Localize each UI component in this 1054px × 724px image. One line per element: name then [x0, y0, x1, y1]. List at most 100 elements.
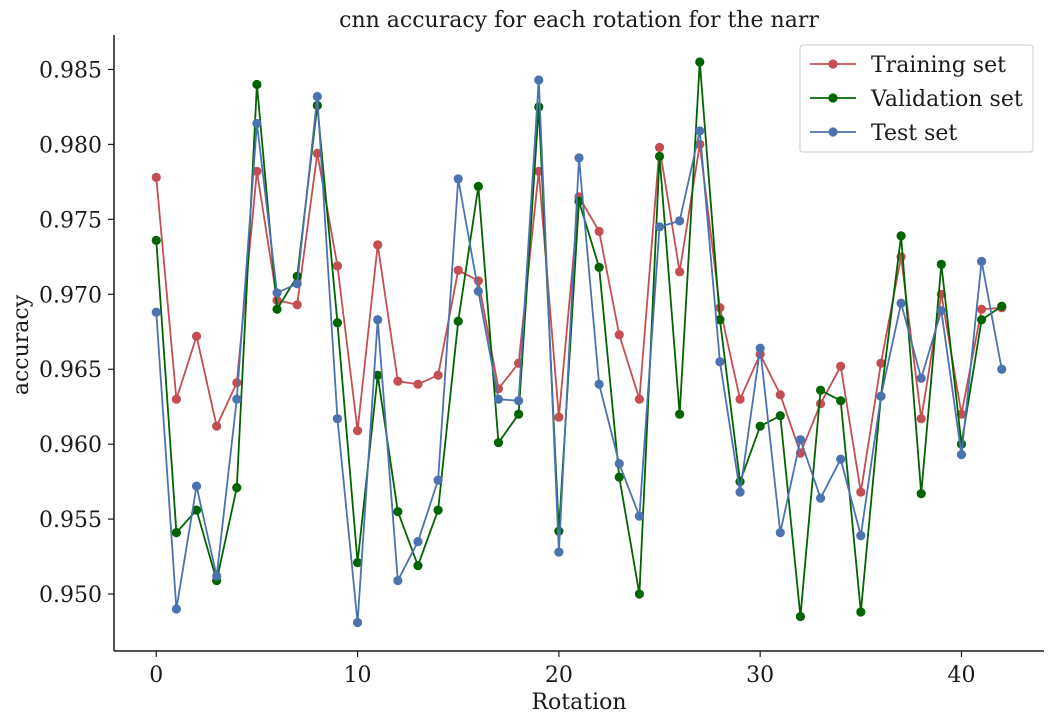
data-point-training-set: [413, 379, 423, 389]
data-point-test-set: [534, 75, 544, 85]
data-point-training-set: [312, 148, 322, 158]
data-point-test-set: [997, 364, 1007, 374]
data-point-test-set: [453, 174, 463, 184]
data-point-validation-set: [393, 507, 403, 517]
data-point-test-set: [594, 379, 604, 389]
data-point-validation-set: [493, 438, 504, 448]
data-point-training-set: [332, 261, 343, 271]
data-point-test-set: [413, 536, 423, 547]
data-point-training-set: [453, 265, 463, 275]
x-tick-label: 10: [344, 663, 372, 688]
legend-label: Validation set: [870, 87, 1023, 112]
y-tick-label: 0.965: [39, 358, 102, 383]
data-point-test-set: [433, 475, 443, 485]
data-point-training-set: [151, 172, 161, 182]
data-point-validation-set: [514, 409, 524, 419]
data-point-validation-set: [735, 477, 745, 487]
y-tick-label: 0.970: [39, 283, 102, 308]
data-point-test-set: [695, 126, 705, 136]
data-point-training-set: [715, 303, 725, 313]
series-layer: [151, 57, 1007, 628]
data-point-training-set: [836, 361, 846, 371]
y-tick-label: 0.985: [39, 58, 102, 83]
data-point-test-set: [675, 216, 685, 226]
data-point-validation-set: [453, 316, 463, 326]
data-point-test-set: [815, 493, 826, 503]
x-tick-label: 20: [545, 663, 573, 688]
data-point-validation-set: [614, 472, 624, 482]
legend-entry-test-set: Test set: [810, 121, 957, 146]
data-point-validation-set: [654, 151, 665, 161]
data-point-test-set: [936, 306, 946, 316]
legend-swatch-marker: [828, 93, 838, 103]
data-point-test-set: [272, 288, 282, 298]
data-point-test-set: [876, 391, 886, 401]
data-point-validation-set: [232, 483, 242, 493]
legend-entry-training-set: Training set: [810, 53, 1006, 78]
data-point-training-set: [675, 267, 685, 277]
data-point-validation-set: [151, 235, 161, 245]
data-point-test-set: [554, 547, 564, 557]
data-point-training-set: [433, 370, 443, 380]
data-point-validation-set: [413, 560, 423, 571]
data-point-test-set: [977, 256, 987, 266]
y-tick-label: 0.950: [39, 583, 102, 608]
data-point-validation-set: [997, 301, 1007, 311]
data-point-validation-set: [473, 181, 483, 191]
data-point-training-set: [232, 378, 242, 388]
axes: [113, 35, 1044, 652]
data-point-validation-set: [252, 79, 262, 90]
data-point-validation-set: [977, 315, 987, 325]
data-point-test-set: [856, 530, 866, 541]
data-point-training-set: [775, 390, 785, 400]
data-point-test-set: [735, 487, 745, 497]
data-point-training-set: [212, 421, 222, 431]
data-point-training-set: [373, 240, 383, 250]
data-point-validation-set: [755, 421, 765, 431]
data-point-validation-set: [916, 489, 926, 499]
data-point-test-set: [292, 279, 302, 289]
data-point-training-set: [876, 358, 886, 368]
data-point-test-set: [373, 315, 383, 325]
data-point-test-set: [715, 357, 725, 367]
data-point-validation-set: [695, 57, 705, 67]
y-tick-label: 0.975: [39, 208, 102, 233]
data-point-test-set: [191, 481, 202, 491]
data-point-validation-set: [815, 385, 826, 395]
data-point-training-set: [856, 487, 866, 497]
y-tick-label: 0.960: [39, 433, 102, 458]
data-point-validation-set: [171, 528, 181, 538]
legend-frame: [799, 44, 1034, 153]
data-point-test-set: [614, 459, 624, 469]
x-tick-label: 40: [947, 663, 975, 688]
data-point-test-set: [836, 454, 846, 464]
data-point-validation-set: [594, 262, 604, 272]
x-ticks: 0 10 20 30 40: [149, 651, 975, 688]
data-point-validation-set: [191, 505, 202, 515]
y-axis-title: accuracy: [9, 294, 34, 395]
data-point-validation-set: [856, 607, 866, 617]
legend-entry-validation-set: Validation set: [810, 87, 1023, 112]
data-point-test-set: [232, 394, 242, 404]
data-point-validation-set: [795, 611, 806, 622]
data-point-test-set: [252, 118, 262, 129]
y-tick-label: 0.980: [39, 133, 102, 158]
data-point-test-set: [393, 575, 403, 586]
data-point-test-set: [352, 617, 363, 628]
data-point-training-set: [252, 166, 262, 176]
data-point-training-set: [977, 304, 987, 314]
data-point-training-set: [916, 414, 926, 424]
data-point-test-set: [473, 286, 483, 296]
data-point-training-set: [352, 426, 363, 436]
data-point-test-set: [171, 604, 181, 614]
data-point-validation-set: [373, 370, 383, 380]
data-point-training-set: [634, 394, 644, 404]
y-ticks: 0.950 0.955 0.960 0.965 0.970 0.975 0.980 0.985: [39, 58, 114, 608]
data-point-test-set: [916, 373, 926, 383]
data-point-test-set: [795, 435, 806, 445]
data-point-validation-set: [352, 557, 363, 568]
data-point-test-set: [212, 571, 222, 581]
data-point-validation-set: [836, 396, 846, 406]
x-tick-label: 30: [746, 663, 774, 688]
